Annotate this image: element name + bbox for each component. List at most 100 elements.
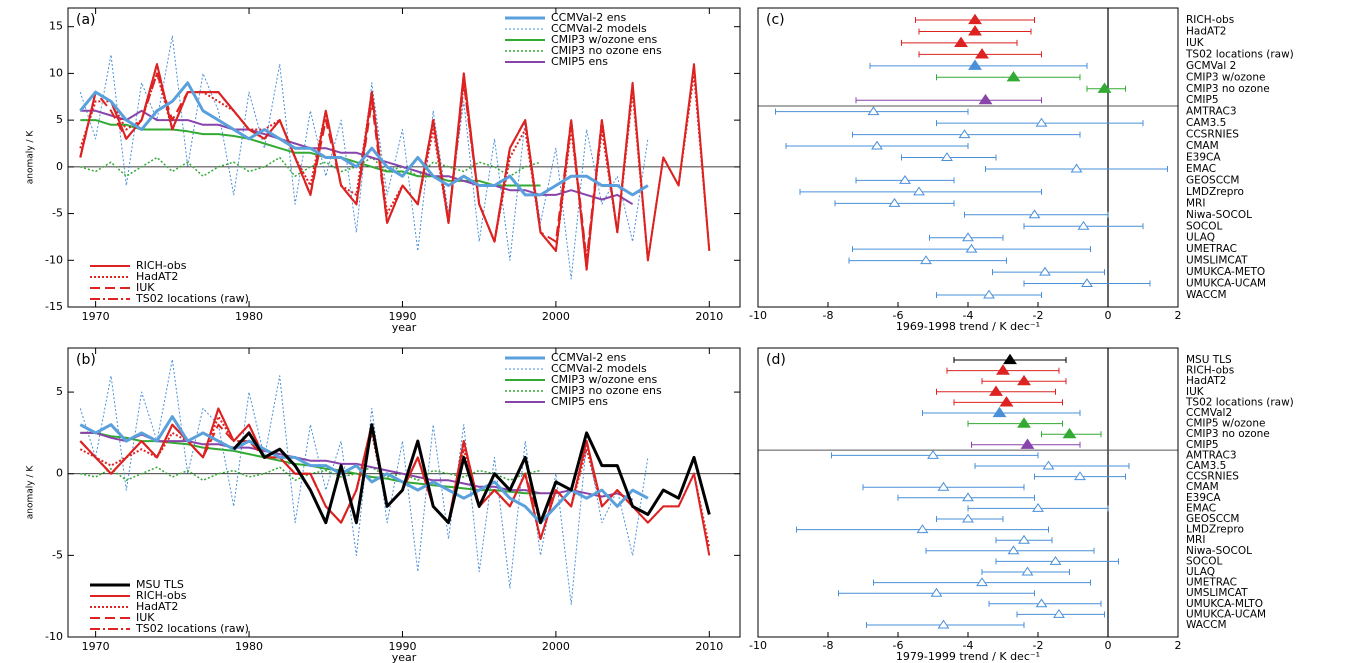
series-line [80,156,541,177]
x-tick-label: -2 [1033,639,1044,652]
category-label: SOCOL [1186,220,1223,232]
series-line [80,119,541,187]
y-tick-label: 15 [49,20,63,33]
y-tick-label: -5 [52,548,63,561]
category-label: CAM3.5 [1186,117,1226,129]
category-label: MRI [1186,534,1205,546]
trend-marker [930,587,943,597]
y-tick-label: -15 [45,300,63,313]
legend-label: RICH-obs [136,259,187,272]
category-label: RICH-obs [1186,14,1234,26]
x-tick-label: -8 [823,639,834,652]
trend-marker [1035,598,1048,608]
trend-marker [1039,266,1051,276]
legend-label: CMIP3 w/ozone ens [551,33,657,46]
y-tick-label: 0 [56,160,63,173]
trend-marker [1017,374,1031,386]
category-label: UMETRAC [1186,243,1237,255]
category-label: UMUKCA-METO [1186,266,1265,278]
y-tick-label: 5 [56,385,63,398]
category-label: WACCM [1186,619,1227,631]
category-label: IUK [1186,386,1205,398]
trend-marker [962,513,974,523]
x-tick-label: 0 [1105,639,1112,652]
legend-label: IUK [136,611,155,624]
category-label: RICH-obs [1186,365,1234,377]
trend-marker [1021,566,1034,576]
legend-label: CCMVal-2 models [551,362,647,375]
x-tick-label: 2000 [542,640,570,653]
legend-label: TS02 locations (raw) [135,622,249,635]
category-label: CAM3.5 [1186,460,1226,472]
category-label: WACCM [1186,289,1227,301]
x-tick-label: -6 [893,639,904,652]
y-axis-label: anomaly / K [26,465,36,520]
category-label: CMIP3 no ozone [1186,83,1270,95]
trend-marker [1035,117,1048,127]
category-label: GEOSCCM [1186,174,1239,186]
legend-label: HadAT2 [136,270,178,283]
x-axis-label: year [392,321,417,334]
trend-marker [1077,220,1090,230]
category-label: GCMVal 2 [1186,60,1236,72]
category-label: TS02 locations (raw) [1185,396,1294,408]
y-axis-label: anomaly / K [26,130,36,185]
trend-marker [968,59,982,70]
x-tick-label: 1970 [82,640,110,653]
panel-label: (c) [766,12,785,28]
trend-marker [1006,70,1021,82]
category-label: LMDZrepro [1186,186,1244,198]
legend-label: CMIP3 w/ozone ens [551,373,657,386]
trend-marker [1053,608,1065,618]
trend-marker [968,25,982,36]
plot-frame [67,7,741,308]
trend-marker [1070,163,1083,173]
category-label: CMAM [1186,481,1219,493]
trend-marker [978,93,993,105]
y-tick-label: -5 [52,207,63,220]
category-label: UMUKCA-UCAM [1186,278,1266,290]
trend-marker [888,197,901,207]
trend-marker [920,255,932,265]
plot-frame [757,347,1179,638]
legend-label: CMIP3 no ozone ens [551,44,662,57]
series-line [79,407,711,556]
category-label: CMIP5 [1186,439,1219,451]
category-label: UMUKCA-MLTO [1186,598,1263,610]
category-label: GEOSCCM [1186,513,1239,525]
plot-frame [757,7,1179,308]
legend-label: CCMVal-2 ens [551,351,627,364]
category-label: CMAM [1186,140,1219,152]
category-label: ULAQ [1186,566,1215,578]
category-label: TS02 locations (raw) [1185,48,1294,60]
series-line [79,407,603,540]
trend-marker [976,577,988,587]
category-label: Niwa-SOCOL [1186,545,1252,557]
x-tick-label: 1990 [388,310,416,323]
trend-marker [1003,353,1017,365]
trend-marker [962,232,974,242]
x-axis-label: year [392,651,417,663]
trend-marker [1074,471,1086,481]
legend-label: CMIP3 no ozone ens [551,384,662,397]
x-tick-label: 2010 [695,640,723,653]
series-line [79,63,603,271]
x-tick-label: -6 [893,309,904,322]
legend-label: RICH-obs [136,589,187,602]
category-label: UMSLIMCAT [1186,255,1248,267]
category-label: AMTRAC3 [1186,106,1237,118]
x-tick-label: -4 [963,639,974,652]
trend-marker [867,106,880,116]
category-label: EMAC [1186,163,1216,175]
category-label: LMDZrepro [1186,524,1244,536]
category-label: CCSRNIES [1186,471,1239,483]
category-label: MRI [1186,197,1205,209]
trend-marker [989,385,1003,396]
legend-label: MSU TLS [136,578,184,591]
x-tick-label: 1970 [82,310,110,323]
x-tick-label: 0 [1105,309,1112,322]
category-label: HadAT2 [1186,25,1226,37]
trend-marker [992,406,1007,418]
plot-frame [67,347,741,638]
